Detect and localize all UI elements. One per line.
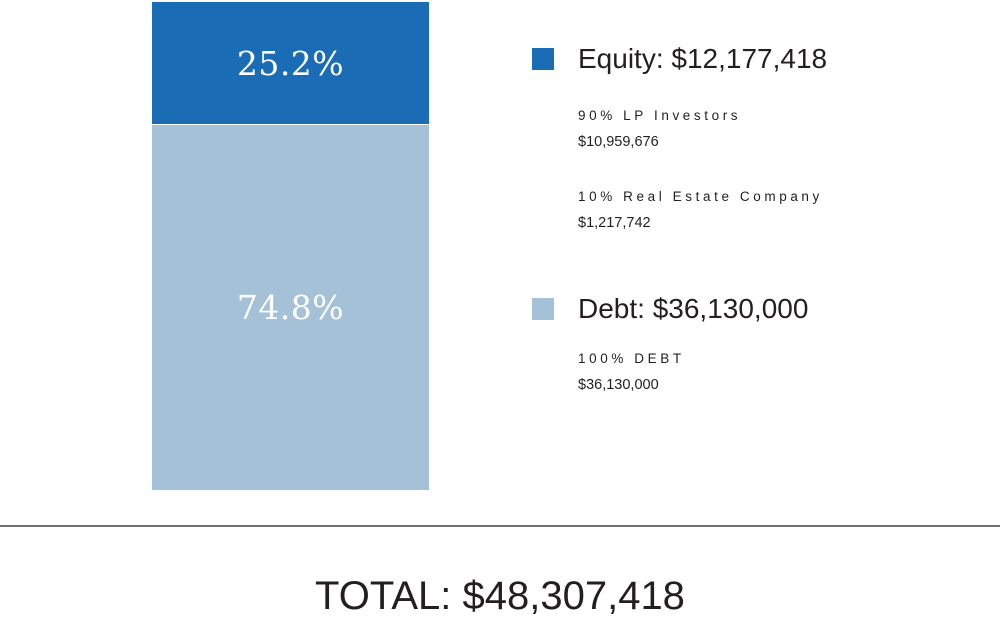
total-divider [0, 525, 1000, 527]
equity-percent-label: 25.2% [236, 43, 345, 83]
debt-breakdown-label: 100% DEBT [578, 351, 685, 366]
equity-breakdown-company: 10% Real Estate Company $1,217,742 [578, 189, 823, 231]
real-estate-company-label: 10% Real Estate Company [578, 189, 823, 204]
debt-percent-label: 74.8% [236, 287, 345, 327]
debt-breakdown-value: $36,130,000 [578, 377, 659, 393]
debt-swatch [532, 298, 554, 320]
lp-investors-value: $10,959,676 [578, 134, 659, 150]
equity-swatch [532, 48, 554, 70]
legend-equity: Equity: $12,177,418 [532, 43, 827, 75]
debt-legend-title: Debt: $36,130,000 [578, 293, 809, 324]
bar-segment-equity: 25.2% [152, 2, 429, 125]
real-estate-company-value: $1,217,742 [578, 215, 651, 231]
lp-investors-label: 90% LP Investors [578, 108, 742, 123]
bar-segment-debt: 74.8% [152, 124, 429, 490]
equity-breakdown-lp: 90% LP Investors $10,959,676 [578, 108, 741, 150]
legend-debt: Debt: $36,130,000 [532, 293, 808, 325]
equity-legend-title: Equity: $12,177,418 [578, 43, 828, 74]
debt-breakdown: 100% DEBT $36,130,000 [578, 351, 685, 393]
total-label: TOTAL: $48,307,418 [315, 574, 685, 618]
stacked-bar: 25.2% 74.8% [152, 2, 429, 490]
